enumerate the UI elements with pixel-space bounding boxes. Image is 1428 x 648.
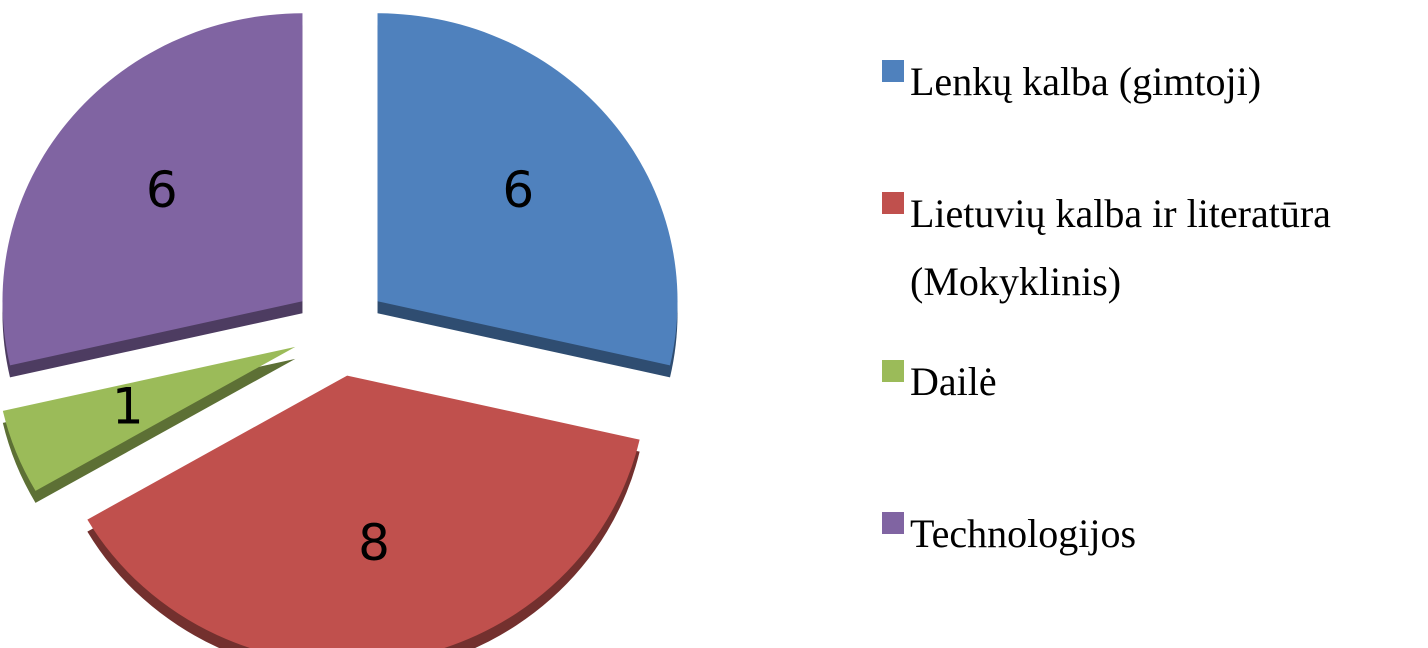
legend-item: Lietuvių kalba ir literatūra (Mokyklinis…: [882, 191, 1428, 316]
slice: [2, 13, 303, 366]
legend-label: Lietuvių kalba ir literatūra (Mokyklinis…: [910, 191, 1331, 304]
legend-item: Lenkų kalba (gimtoji): [882, 59, 1428, 116]
legend-item: Dailė: [882, 359, 1428, 416]
legend-swatch: [882, 512, 904, 534]
slice: [377, 13, 678, 366]
legend-item: Technologijos: [882, 511, 1428, 568]
data-label: 1: [112, 377, 144, 435]
data-label: 8: [358, 514, 390, 572]
legend-swatch: [882, 192, 904, 214]
data-label: 6: [502, 161, 534, 219]
legend-swatch: [882, 60, 904, 82]
pie-area: 6 8 1 6: [2, 13, 678, 648]
legend-label: Technologijos: [910, 511, 1137, 556]
data-label: 6: [146, 161, 178, 219]
legend-label: Dailė: [910, 359, 997, 404]
slice: [2, 346, 296, 491]
slice: [87, 375, 640, 648]
legend-label: Lenkų kalba (gimtoji): [910, 59, 1262, 104]
legend-swatch: [882, 360, 904, 382]
